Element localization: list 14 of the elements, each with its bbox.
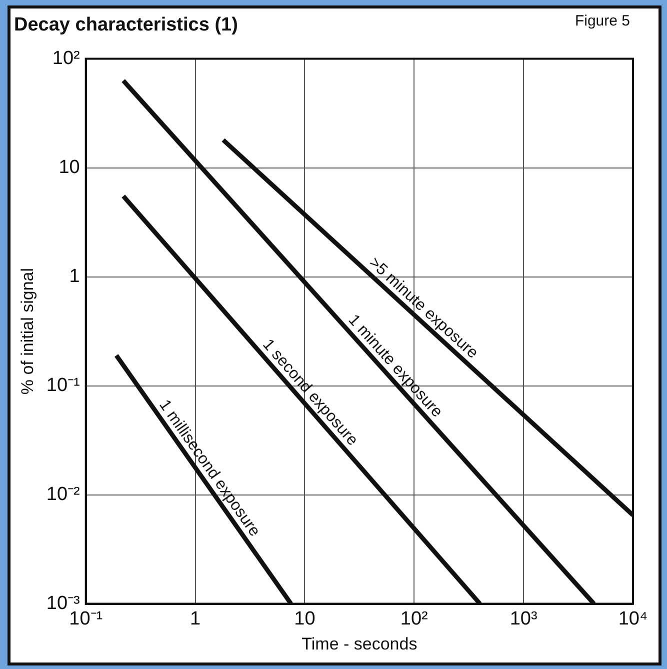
x-tick-label: 10⁴ <box>618 608 648 630</box>
y-tick-label: 10⁻² <box>46 484 80 506</box>
x-tick-label: 10 <box>294 608 316 630</box>
y-axis-title: % of initial signal <box>18 268 37 395</box>
x-tick-label: 10³ <box>510 608 538 630</box>
x-axis-title: Time - seconds <box>302 634 418 654</box>
x-tick-label: 1 <box>190 608 201 630</box>
chart-title: Decay characteristics (1) <box>14 14 238 36</box>
y-tick-label: 1 <box>69 266 80 288</box>
y-tick-label: 10 <box>58 157 80 178</box>
caption: Figure 5 <box>574 12 630 30</box>
y-tick-label: 10² <box>52 48 80 70</box>
x-tick-label: 10² <box>400 608 428 630</box>
y-tick-label: 10⁻¹ <box>46 375 80 396</box>
